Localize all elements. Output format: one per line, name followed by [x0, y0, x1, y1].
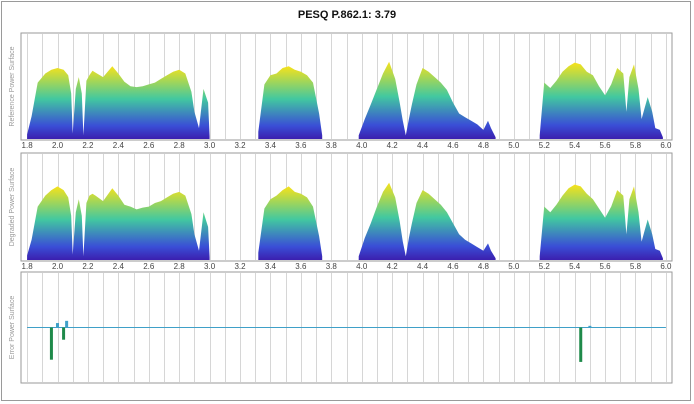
x-tick-label: 3.4 [265, 262, 277, 271]
error-spike-2 [56, 323, 60, 328]
x-tick-label: 2.4 [113, 141, 125, 150]
x-tick-label: 3.4 [265, 141, 277, 150]
x-tick-label: 6.0 [660, 262, 672, 271]
x-tick-label: 5.6 [600, 262, 612, 271]
surface-segment-1 [27, 186, 210, 260]
x-tick-label: 4.4 [417, 141, 429, 150]
x-tick-label: 3.0 [204, 262, 216, 271]
x-tick-label: 6.0 [660, 141, 672, 150]
x-tick-label: 2.8 [174, 262, 186, 271]
x-tick-label: 2.0 [52, 262, 64, 271]
x-tick-label: 4.0 [356, 141, 368, 150]
x-tick-label: 2.4 [113, 262, 125, 271]
x-tick-label: 4.4 [417, 262, 429, 271]
y-axis-label: Degraded Power Surface [9, 168, 16, 247]
x-tick-label: 5.0 [508, 262, 520, 271]
x-tick-label: 3.6 [295, 262, 307, 271]
x-tick-label: 2.6 [143, 262, 155, 271]
x-tick-label: 4.6 [447, 141, 459, 150]
x-tick-label: 3.8 [326, 262, 338, 271]
x-tick-label: 4.8 [478, 141, 490, 150]
panel-3: Error Power Surface [9, 271, 673, 384]
x-tick-label: 5.4 [569, 141, 581, 150]
x-tick-label: 4.2 [387, 141, 399, 150]
x-tick-label: 4.0 [356, 262, 368, 271]
y-axis-label: Reference Power Surface [9, 46, 16, 126]
x-tick-label: 3.6 [295, 141, 307, 150]
surface-segment-3 [358, 182, 496, 260]
surface-segment-4 [539, 184, 663, 260]
x-tick-label: 5.2 [539, 141, 551, 150]
error-spike-5 [579, 327, 583, 362]
x-tick-label: 3.2 [234, 141, 246, 150]
x-tick-label: 3.8 [326, 141, 338, 150]
x-tick-label: 5.0 [508, 141, 520, 150]
x-tick-label: 2.2 [82, 141, 94, 150]
surface-segment-1 [27, 66, 210, 139]
x-tick-label: 4.8 [478, 262, 490, 271]
x-tick-label: 1.8 [22, 141, 34, 150]
x-tick-label: 5.8 [630, 141, 642, 150]
surface-segment-4 [539, 62, 663, 139]
x-tick-label: 3.0 [204, 141, 216, 150]
x-tick-label: 5.8 [630, 262, 642, 271]
error-spike-1 [49, 327, 53, 360]
x-tick-label: 5.2 [539, 262, 551, 271]
x-tick-label: 5.6 [600, 141, 612, 150]
error-spike-6 [588, 325, 592, 328]
x-tick-label: 4.2 [387, 262, 399, 271]
x-tick-label: 2.6 [143, 141, 155, 150]
x-tick-label: 2.8 [174, 141, 186, 150]
error-spike-4 [65, 320, 69, 328]
chart-title: PESQ P.862.1: 3.79 [297, 9, 397, 21]
surface-segment-3 [358, 61, 496, 140]
x-tick-label: 2.0 [52, 141, 64, 150]
x-tick-label: 1.8 [22, 262, 34, 271]
x-tick-label: 4.6 [447, 262, 459, 271]
x-tick-label: 2.2 [82, 262, 94, 271]
x-tick-label: 5.4 [569, 262, 581, 271]
error-spike-3 [62, 327, 66, 340]
y-axis-label: Error Power Surface [9, 296, 16, 360]
panel-2: Degraded Power Surface 1.8 2.0 2.2 2.4 2.6 2.8… [9, 152, 673, 271]
surface-segment-2 [258, 186, 323, 260]
surface-segment-2 [258, 66, 323, 139]
panel-1: Reference Power Surface 1.8 2.0 2.2 2.4 2.6 2.… [9, 32, 673, 150]
x-tick-label: 3.2 [234, 262, 246, 271]
